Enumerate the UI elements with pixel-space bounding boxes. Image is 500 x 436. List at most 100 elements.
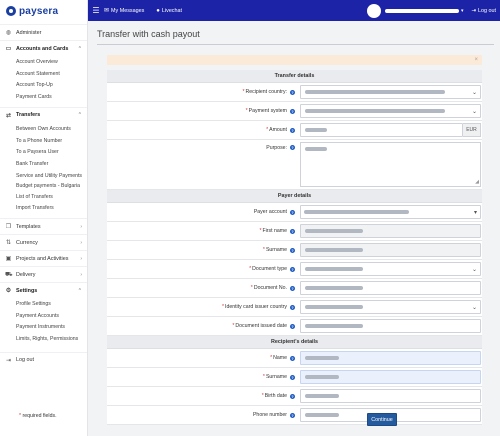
- sidebar-subitem-budget-payments[interactable]: Budget payments - Bulgaria: [16, 183, 81, 190]
- payment-system-select[interactable]: ⌄: [300, 104, 481, 118]
- amount-input[interactable]: [300, 123, 463, 137]
- truck-icon: ⛟: [5, 271, 13, 278]
- help-icon[interactable]: ?: [290, 89, 295, 95]
- sidebar-item-accounts[interactable]: ▭ Accounts and Cards ⌃: [0, 40, 87, 56]
- sidebar-subitem-payment-instruments[interactable]: Payment Instruments: [16, 324, 66, 331]
- brand-logo[interactable]: paysera: [0, 0, 87, 22]
- sidebar-subitem-account-overview[interactable]: Account Overview: [16, 59, 58, 65]
- sidebar-subitem-bank-transfer[interactable]: Bank Transfer: [16, 160, 49, 167]
- help-icon[interactable]: ?: [290, 228, 295, 234]
- sidebar-item-transfers[interactable]: ⇄ Transfers ⌃: [0, 106, 87, 123]
- sidebar-subitem-service-payments[interactable]: Service and Utility Payments: [16, 172, 83, 179]
- sidebar-item-settings[interactable]: ⚙ Settings ⌃: [0, 282, 87, 298]
- sidebar-item-administer[interactable]: ◍ Administer: [0, 24, 87, 40]
- sidebar-item-label: Log out: [16, 357, 34, 364]
- sidebar-subitem-account-topup[interactable]: Account Top-Up: [16, 82, 53, 89]
- topbar: ☰ ✉ My Messages ● Livechat ▾ ⇥ Log out: [88, 0, 500, 21]
- sidebar-item-label: Transfers: [16, 112, 41, 119]
- recipient-country-label: Recipient country:: [245, 89, 287, 95]
- recipient-country-select[interactable]: ⌄: [300, 85, 481, 99]
- section-header-transfer-details: Transfer details: [107, 70, 482, 83]
- recipient-name-input[interactable]: [300, 351, 481, 365]
- sidebar-item-logout[interactable]: ⇥ Log out: [0, 351, 87, 368]
- sidebar-subitem-payment-cards[interactable]: Payment Cards: [16, 94, 52, 101]
- sidebar-subitem-limits[interactable]: Limits, Rights, Permissions: [16, 336, 79, 343]
- sidebar-item-templates[interactable]: ❐ Templates ›: [0, 218, 87, 234]
- sidebar-item-currency[interactable]: ⇅ Currency ›: [0, 234, 87, 250]
- row-purpose: Purpose:? ◢: [107, 140, 482, 190]
- row-issuer-country: * Identity card issuer country? ⌄: [107, 298, 482, 317]
- topbar-logout-button[interactable]: ⇥ Log out: [471, 8, 496, 14]
- help-icon[interactable]: ?: [290, 108, 295, 114]
- birth-date-input[interactable]: [300, 389, 481, 403]
- help-icon[interactable]: ?: [290, 323, 295, 329]
- sidebar-subitem-phone[interactable]: To a Phone Number: [16, 137, 63, 144]
- help-icon[interactable]: ?: [290, 374, 295, 380]
- envelope-icon: ✉: [104, 8, 110, 14]
- globe-icon: ◍: [5, 30, 12, 36]
- sidebar-item-label: Templates: [16, 223, 41, 230]
- sidebar-item-label: Settings: [16, 287, 38, 294]
- help-icon[interactable]: ?: [290, 145, 295, 150]
- issuer-country-select[interactable]: ⌄: [300, 300, 481, 314]
- messages-link[interactable]: ✉ My Messages: [104, 7, 145, 15]
- issued-date-input[interactable]: [300, 319, 481, 333]
- sidebar-subitem-list-transfers[interactable]: List of Transfers: [16, 193, 53, 200]
- menu-icon[interactable]: ☰: [92, 6, 100, 15]
- sidebar-subitem-payment-accounts[interactable]: Payment Accounts: [16, 312, 59, 319]
- payment-system-label: Payment system: [248, 108, 287, 114]
- chevron-down-icon: ⌄: [471, 109, 477, 115]
- value-placeholder: [305, 413, 339, 417]
- sidebar-item-projects[interactable]: ▣ Projects and Activities ›: [0, 250, 87, 266]
- help-icon[interactable]: ?: [290, 127, 295, 133]
- payer-surname-input[interactable]: [300, 243, 481, 257]
- document-type-label: Document type: [252, 266, 287, 272]
- avatar[interactable]: [366, 3, 381, 18]
- payer-account-select[interactable]: ▾: [300, 205, 481, 219]
- document-no-label: Document No.: [253, 285, 287, 291]
- row-document-type: * Document type? ⌄: [107, 260, 482, 279]
- required-note-text: required fields.: [22, 413, 57, 419]
- document-type-select[interactable]: ⌄: [300, 262, 481, 276]
- help-icon[interactable]: ?: [290, 304, 295, 310]
- sidebar-subitem-paysera-user[interactable]: To a Paysera User: [16, 149, 59, 156]
- brand-name: paysera: [19, 5, 59, 17]
- row-birth-date: * Birth date?: [107, 387, 482, 406]
- currency-addon: EUR: [463, 123, 481, 137]
- first-name-input[interactable]: [300, 224, 481, 238]
- user-name-redacted[interactable]: [384, 8, 459, 13]
- sidebar-item-label: Accounts and Cards: [16, 45, 69, 52]
- help-icon[interactable]: ?: [290, 247, 295, 253]
- sidebar-subitem-profile-settings[interactable]: Profile Settings: [16, 301, 51, 308]
- row-amount: * Amount? EUR: [107, 121, 482, 140]
- sidebar-item-delivery[interactable]: ⛟ Delivery ›: [0, 266, 87, 282]
- close-icon[interactable]: ×: [474, 57, 478, 63]
- resize-handle-icon[interactable]: ◢: [475, 179, 479, 185]
- sidebar-item-label: Administer: [16, 29, 42, 36]
- help-icon[interactable]: ?: [290, 393, 295, 399]
- help-icon[interactable]: ?: [290, 355, 295, 361]
- field-label: * Recipient country:?: [107, 83, 298, 101]
- sidebar-subitem-between-own[interactable]: Between Own Accounts: [16, 125, 71, 132]
- livechat-link[interactable]: ● Livechat: [156, 8, 182, 14]
- messages-label: My Messages: [111, 7, 145, 14]
- help-icon[interactable]: ?: [290, 285, 295, 291]
- sidebar-subitem-account-statement[interactable]: Account Statement: [16, 70, 60, 77]
- field-label: Purpose:?: [107, 140, 298, 189]
- value-placeholder: [305, 305, 363, 309]
- sidebar-subitem-import-transfers[interactable]: Import Transfers: [16, 205, 54, 212]
- chevron-down-icon: ⌄: [471, 90, 477, 96]
- value-placeholder: [305, 324, 363, 328]
- help-icon[interactable]: ?: [290, 209, 295, 215]
- continue-button[interactable]: Continue: [367, 413, 397, 426]
- chevron-down-icon: ⌄: [471, 305, 477, 311]
- help-icon[interactable]: ?: [290, 266, 295, 272]
- recipient-surname-input[interactable]: [300, 370, 481, 384]
- purpose-textarea[interactable]: ◢: [300, 142, 481, 187]
- required-mark: *: [262, 374, 265, 380]
- row-first-name: * First name?: [107, 222, 482, 241]
- document-no-input[interactable]: [300, 281, 481, 295]
- chevron-down-icon[interactable]: ▾: [460, 7, 464, 14]
- help-icon[interactable]: ?: [290, 412, 295, 418]
- issuer-country-label: Identity card issuer country: [225, 304, 287, 310]
